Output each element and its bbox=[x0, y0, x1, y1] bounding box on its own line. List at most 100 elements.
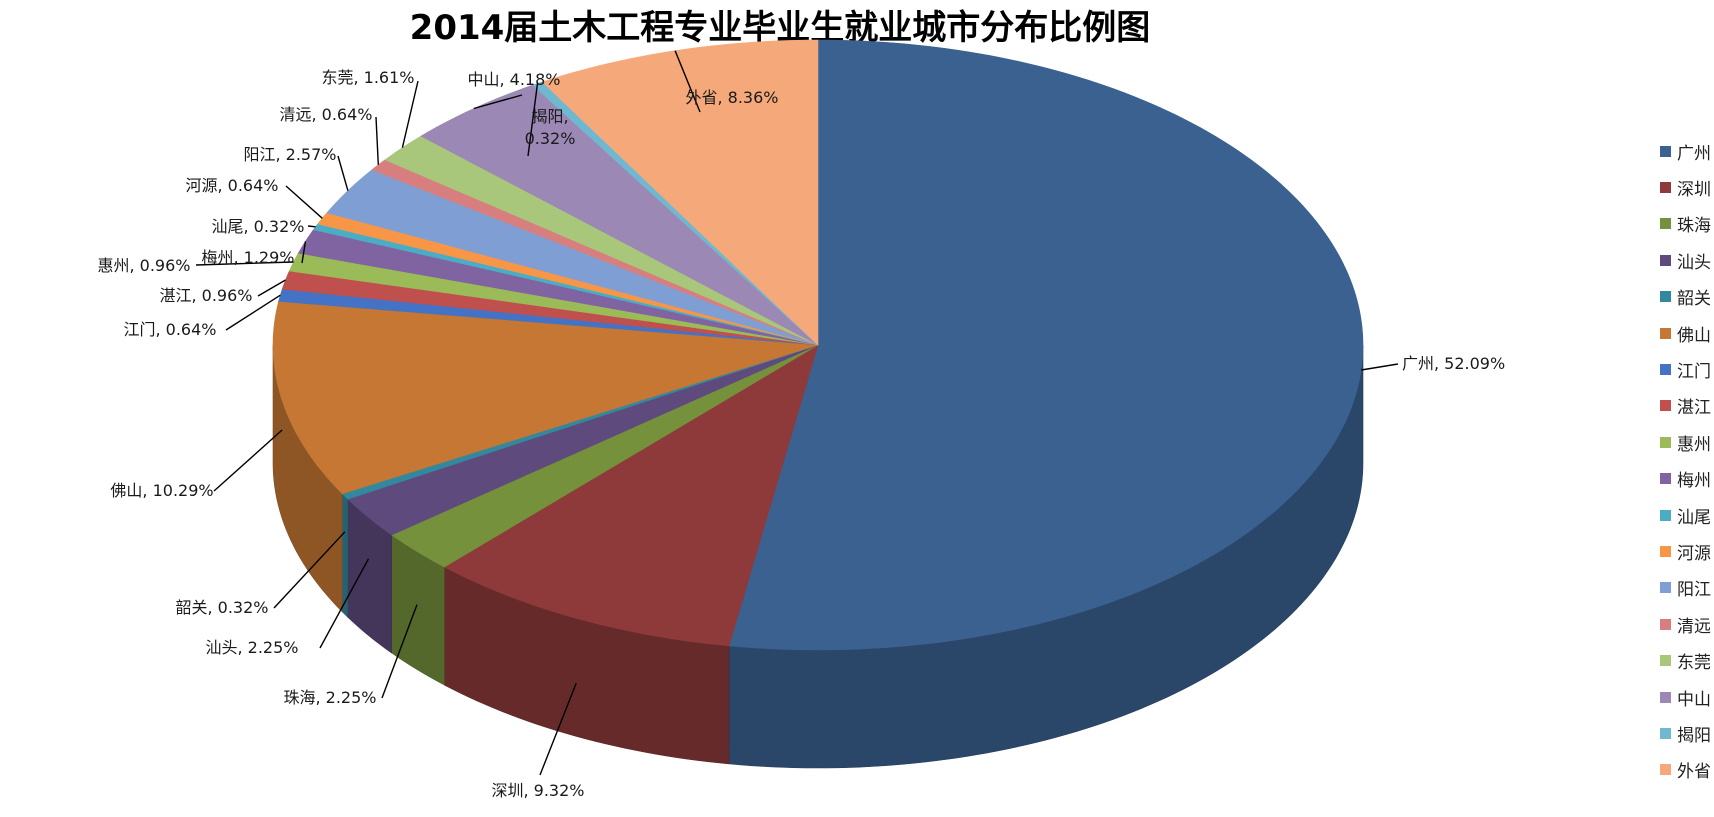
legend-swatch bbox=[1660, 655, 1671, 667]
legend-item: 东莞 bbox=[1660, 642, 1714, 678]
leader-line-揭阳 bbox=[527, 83, 539, 157]
legend-item: 清远 bbox=[1660, 606, 1714, 642]
data-label-梅州: 梅州, 1.29% bbox=[201, 248, 294, 267]
pie-slice-外省 bbox=[541, 39, 819, 346]
legend-label: 惠州 bbox=[1677, 434, 1711, 455]
legend-label: 清远 bbox=[1677, 616, 1711, 637]
legend-label: 外省 bbox=[1677, 762, 1711, 783]
legend-item: 惠州 bbox=[1660, 424, 1714, 460]
leader-line-外省 bbox=[674, 50, 701, 113]
legend-swatch bbox=[1660, 764, 1671, 776]
pie-slice-梅州 bbox=[297, 229, 819, 346]
legend-item: 韶关 bbox=[1660, 279, 1714, 315]
pie-slice-佛山 bbox=[272, 301, 819, 495]
legend-item: 阳江 bbox=[1660, 570, 1714, 606]
legend-item: 湛江 bbox=[1660, 388, 1714, 424]
legend-swatch bbox=[1660, 691, 1671, 703]
leader-line-汕头 bbox=[319, 558, 370, 649]
legend-label: 阳江 bbox=[1677, 580, 1711, 601]
data-label-江门: 江门, 0.64% bbox=[123, 320, 216, 339]
legend-swatch bbox=[1660, 364, 1671, 376]
legend-swatch bbox=[1660, 145, 1671, 157]
legend-item: 珠海 bbox=[1660, 206, 1714, 242]
legend-label: 东莞 bbox=[1677, 653, 1711, 674]
legend-swatch bbox=[1660, 182, 1671, 194]
legend-swatch bbox=[1660, 582, 1671, 594]
legend-item: 汕头 bbox=[1660, 242, 1714, 278]
data-label-湛江: 湛江, 0.96% bbox=[159, 286, 252, 305]
data-label-阳江: 阳江, 2.57% bbox=[243, 145, 336, 164]
legend-item: 广州 bbox=[1660, 133, 1714, 169]
legend-label: 汕尾 bbox=[1677, 507, 1711, 528]
legend-label: 深圳 bbox=[1677, 180, 1711, 201]
pie-slice-广州 bbox=[728, 39, 1364, 651]
leader-line-阳江 bbox=[337, 155, 349, 191]
leader-line-中山 bbox=[473, 94, 523, 110]
legend-swatch bbox=[1660, 218, 1671, 230]
leader-line-深圳 bbox=[539, 682, 577, 776]
legend-label: 韶关 bbox=[1677, 289, 1711, 310]
legend-label: 汕头 bbox=[1677, 252, 1711, 273]
legend-item: 深圳 bbox=[1660, 169, 1714, 205]
legend-item: 揭阳 bbox=[1660, 715, 1714, 751]
data-label-汕头: 汕头, 2.25% bbox=[205, 638, 298, 657]
data-label-深圳: 深圳, 9.32% bbox=[491, 781, 584, 800]
legend-label: 江门 bbox=[1677, 362, 1711, 383]
legend-item: 河源 bbox=[1660, 533, 1714, 569]
data-label-中山: 中山, 4.18% bbox=[467, 70, 560, 89]
legend-swatch bbox=[1660, 618, 1671, 630]
legend-label: 揭阳 bbox=[1677, 725, 1711, 746]
legend-swatch bbox=[1660, 254, 1671, 266]
leader-lines bbox=[195, 50, 1399, 776]
legend-label: 广州 bbox=[1677, 143, 1711, 164]
legend-swatch bbox=[1660, 545, 1671, 557]
data-label-外省: 外省, 8.36% bbox=[685, 88, 778, 107]
leader-line-佛山 bbox=[213, 429, 283, 492]
data-label-东莞: 东莞, 1.61% bbox=[321, 68, 414, 87]
leader-line-梅州 bbox=[301, 241, 307, 264]
data-label-韶关: 韶关, 0.32% bbox=[175, 598, 268, 617]
legend-label: 珠海 bbox=[1677, 216, 1711, 237]
leader-line-河源 bbox=[285, 185, 323, 219]
pie-slices bbox=[272, 39, 1364, 651]
data-label-汕尾: 汕尾, 0.32% bbox=[211, 217, 304, 236]
legend-swatch bbox=[1660, 727, 1671, 739]
data-label-揭阳: 揭阳, 0.32% bbox=[525, 107, 576, 148]
data-labels: 广州, 52.09% 深圳, 9.32% 珠海, 2.25% 汕头, 2.25% 韶关,… bbox=[97, 68, 1505, 800]
legend: 广州深圳珠海汕头韶关佛山江门湛江惠州梅州汕尾河源阳江清远东莞中山揭阳外省 bbox=[1660, 133, 1714, 788]
legend-item: 外省 bbox=[1660, 752, 1714, 788]
leader-line-珠海 bbox=[381, 604, 418, 699]
leader-line-韶关 bbox=[273, 531, 346, 609]
pie-slice-阳江 bbox=[326, 169, 819, 346]
legend-label: 湛江 bbox=[1677, 398, 1711, 419]
leader-line-东莞 bbox=[401, 80, 419, 148]
legend-swatch bbox=[1660, 436, 1671, 448]
pie-slice-珠海 bbox=[391, 344, 819, 568]
data-label-珠海: 珠海, 2.25% bbox=[283, 688, 376, 707]
legend-label: 河源 bbox=[1677, 543, 1711, 564]
pie-slice-深圳 bbox=[443, 344, 819, 647]
legend-swatch bbox=[1660, 400, 1671, 412]
data-label-惠州: 惠州, 0.96% bbox=[97, 256, 190, 275]
data-label-河源: 河源, 0.64% bbox=[185, 176, 278, 195]
legend-label: 佛山 bbox=[1677, 325, 1711, 346]
legend-swatch bbox=[1660, 473, 1671, 485]
leader-line-惠州 bbox=[195, 261, 294, 266]
legend-swatch bbox=[1660, 327, 1671, 339]
leader-line-汕尾 bbox=[307, 225, 316, 228]
legend-swatch bbox=[1660, 291, 1671, 303]
legend-item: 江门 bbox=[1660, 351, 1714, 387]
legend-label: 中山 bbox=[1677, 689, 1711, 710]
leader-line-广州 bbox=[1361, 363, 1399, 371]
leader-line-清远 bbox=[375, 116, 379, 165]
leader-line-江门 bbox=[225, 294, 281, 331]
legend-label: 梅州 bbox=[1677, 471, 1711, 492]
data-label-清远: 清远, 0.64% bbox=[279, 105, 372, 124]
pie-sides bbox=[272, 344, 1364, 769]
leader-line-湛江 bbox=[257, 279, 286, 297]
legend-item: 梅州 bbox=[1660, 461, 1714, 497]
data-label-广州: 广州, 52.09% bbox=[1402, 354, 1505, 373]
pie-slice-汕头 bbox=[347, 344, 819, 536]
legend-item: 佛山 bbox=[1660, 315, 1714, 351]
